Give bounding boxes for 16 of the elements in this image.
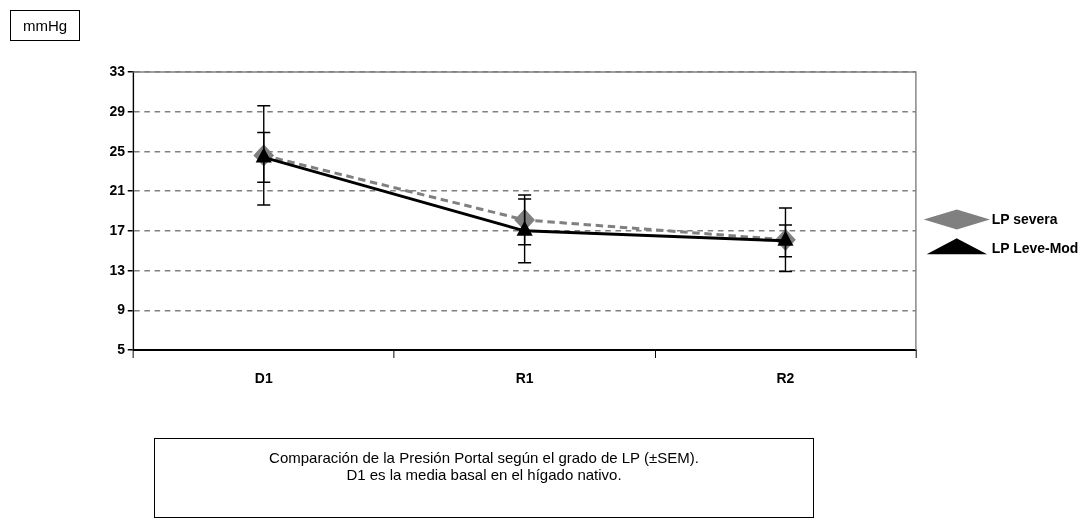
y-tick-label: 13 — [109, 261, 125, 278]
text: D1 es la media basal en el hígado nativo. — [345, 466, 623, 483]
legend-label: LP severa — [991, 210, 1059, 227]
y-tick-label: 33 — [109, 62, 125, 80]
x-tick-label: R2 — [776, 369, 795, 387]
y-tick-label: 25 — [109, 142, 125, 159]
text: Comparación de la Presión Portal según el grado de LP (±SEM). — [268, 449, 700, 466]
y-tick-label: 5 — [117, 340, 125, 358]
y-tick-label: 21 — [109, 181, 125, 199]
x-tick-label: D1 — [254, 369, 273, 387]
y-tick-label: 9 — [117, 300, 125, 318]
x-tick-label: R1 — [515, 369, 534, 387]
legend-label: LP Leve-Mod — [991, 239, 1079, 256]
y-axis-title: mmHg — [10, 10, 81, 41]
y-tick-label: 29 — [109, 102, 125, 119]
y-tick-label: 17 — [109, 221, 125, 239]
